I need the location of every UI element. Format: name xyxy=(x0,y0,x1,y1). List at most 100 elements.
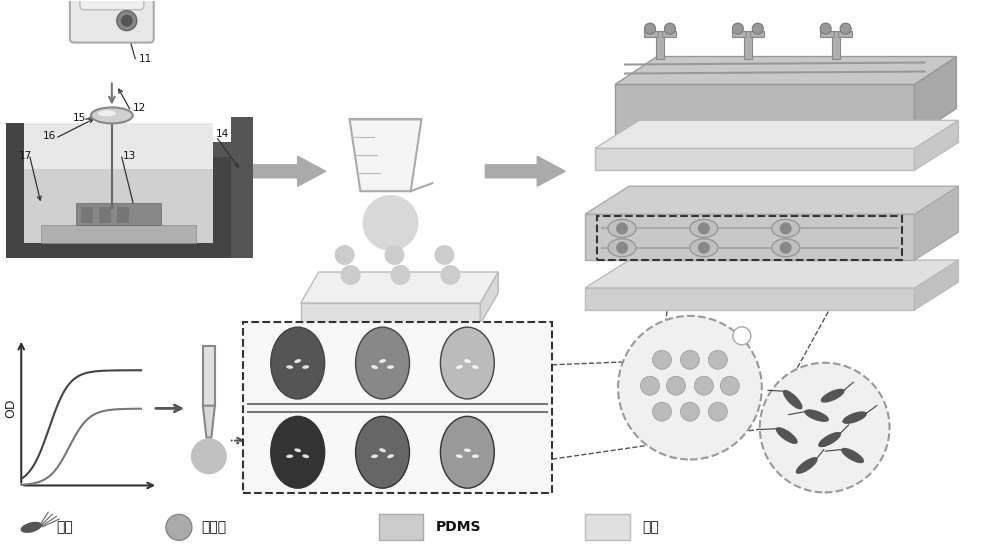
Ellipse shape xyxy=(302,454,309,458)
Bar xyxy=(301,303,480,324)
Ellipse shape xyxy=(821,389,845,402)
Circle shape xyxy=(708,351,727,369)
Ellipse shape xyxy=(371,454,378,458)
Ellipse shape xyxy=(271,417,325,488)
FancyBboxPatch shape xyxy=(80,0,144,10)
Ellipse shape xyxy=(796,457,818,474)
Ellipse shape xyxy=(456,365,463,369)
Circle shape xyxy=(752,23,763,34)
Bar xyxy=(213,142,253,157)
Text: 抗生素: 抗生素 xyxy=(201,520,226,535)
Bar xyxy=(76,203,161,225)
Text: PDMS: PDMS xyxy=(435,520,481,535)
Text: 15: 15 xyxy=(73,114,86,123)
Polygon shape xyxy=(914,260,958,310)
FancyArrow shape xyxy=(485,156,565,186)
Text: OD: OD xyxy=(4,399,17,418)
Ellipse shape xyxy=(690,239,718,257)
Bar xyxy=(832,31,840,58)
Polygon shape xyxy=(585,260,958,288)
Ellipse shape xyxy=(804,410,829,422)
Polygon shape xyxy=(440,265,460,292)
Ellipse shape xyxy=(783,390,802,410)
Polygon shape xyxy=(595,149,914,170)
Circle shape xyxy=(121,15,133,27)
Polygon shape xyxy=(363,195,418,270)
Polygon shape xyxy=(914,57,956,136)
Polygon shape xyxy=(615,85,914,136)
Ellipse shape xyxy=(472,454,479,458)
Bar xyxy=(41,225,196,243)
Ellipse shape xyxy=(91,108,133,123)
Bar xyxy=(820,31,834,37)
Ellipse shape xyxy=(286,454,293,458)
Ellipse shape xyxy=(379,359,386,363)
Circle shape xyxy=(166,514,192,541)
Text: 17: 17 xyxy=(19,151,33,161)
Circle shape xyxy=(666,376,685,395)
Polygon shape xyxy=(385,245,404,272)
Ellipse shape xyxy=(690,219,718,238)
Text: 玻璃: 玻璃 xyxy=(642,520,659,535)
FancyBboxPatch shape xyxy=(70,0,154,43)
Bar xyxy=(585,514,630,541)
Ellipse shape xyxy=(356,417,409,488)
Bar xyxy=(744,31,752,58)
Bar xyxy=(231,117,253,258)
Circle shape xyxy=(698,242,710,254)
Bar xyxy=(117,207,129,223)
Ellipse shape xyxy=(271,327,325,399)
Ellipse shape xyxy=(818,432,841,447)
Ellipse shape xyxy=(387,454,394,458)
Polygon shape xyxy=(203,346,215,406)
Polygon shape xyxy=(203,406,215,437)
Polygon shape xyxy=(914,120,958,170)
Bar xyxy=(6,123,24,258)
Ellipse shape xyxy=(776,427,798,444)
Circle shape xyxy=(664,23,675,34)
Bar xyxy=(213,157,231,258)
Bar xyxy=(662,31,676,37)
Text: 13: 13 xyxy=(123,151,136,161)
Ellipse shape xyxy=(456,454,463,458)
Circle shape xyxy=(652,402,671,421)
Ellipse shape xyxy=(379,448,386,452)
Circle shape xyxy=(680,351,699,369)
Ellipse shape xyxy=(387,365,394,369)
Circle shape xyxy=(840,23,851,34)
Bar xyxy=(99,207,111,223)
Circle shape xyxy=(708,402,727,421)
Ellipse shape xyxy=(472,365,479,369)
Bar xyxy=(379,514,423,541)
Text: 细菌: 细菌 xyxy=(56,520,73,535)
Polygon shape xyxy=(585,214,914,260)
Ellipse shape xyxy=(294,359,301,363)
Polygon shape xyxy=(301,272,498,303)
Bar xyxy=(597,216,902,260)
Circle shape xyxy=(616,222,628,234)
Ellipse shape xyxy=(440,417,494,488)
Circle shape xyxy=(780,222,792,234)
Circle shape xyxy=(618,316,762,460)
Ellipse shape xyxy=(608,219,636,238)
Ellipse shape xyxy=(772,239,800,257)
Ellipse shape xyxy=(371,365,378,369)
Circle shape xyxy=(680,402,699,421)
Polygon shape xyxy=(585,288,914,310)
Circle shape xyxy=(645,23,655,34)
Text: 16: 16 xyxy=(43,132,56,141)
Bar xyxy=(24,123,213,243)
Circle shape xyxy=(117,11,137,31)
Polygon shape xyxy=(350,120,421,191)
Ellipse shape xyxy=(302,365,309,369)
Text: 12: 12 xyxy=(133,103,146,114)
Ellipse shape xyxy=(286,365,293,369)
Circle shape xyxy=(780,242,792,254)
Ellipse shape xyxy=(294,448,301,452)
Ellipse shape xyxy=(356,327,409,399)
Circle shape xyxy=(694,376,713,395)
Circle shape xyxy=(641,376,659,395)
Circle shape xyxy=(760,363,890,492)
FancyArrow shape xyxy=(780,241,810,284)
Polygon shape xyxy=(341,265,361,292)
